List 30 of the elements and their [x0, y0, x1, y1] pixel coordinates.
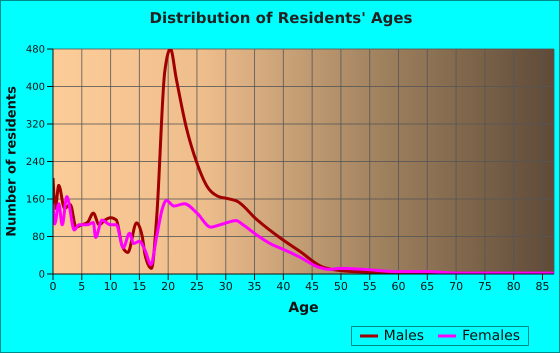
x-tick-label: 65 [420, 280, 434, 293]
y-tick-label: 160 [26, 194, 45, 206]
x-tick-label: 0 [50, 280, 56, 293]
y-tick-label: 80 [32, 232, 45, 244]
x-tick-label: 25 [190, 280, 204, 293]
x-tick-label: 5 [78, 280, 86, 293]
x-tick-label: 85 [535, 280, 550, 293]
x-tick-label: 50 [334, 280, 348, 293]
y-tick-label: 400 [26, 82, 45, 94]
x-tick-label: 20 [161, 280, 176, 293]
x-tick-label: 40 [276, 280, 290, 293]
x-axis-title: Age [288, 300, 319, 316]
x-tick-label: 45 [305, 280, 320, 293]
y-tick-label: 320 [26, 120, 45, 131]
x-tick-label: 55 [362, 280, 377, 293]
x-tick-label: 30 [218, 280, 233, 293]
y-tick-label: 0 [38, 270, 45, 281]
y-tick-label: 480 [26, 44, 45, 56]
x-tick-label: 80 [506, 280, 521, 293]
y-tick-label: 240 [26, 157, 45, 168]
legend-label: Males [384, 328, 424, 344]
x-tick-label: 70 [449, 280, 464, 293]
x-tick-label: 15 [132, 280, 146, 293]
y-axis-title: Number of residents [4, 86, 20, 237]
x-tick-label: 35 [248, 280, 262, 293]
x-tick-label: 10 [104, 280, 118, 293]
x-tick-label: 75 [478, 280, 492, 293]
x-tick-label: 60 [392, 280, 406, 293]
chart-title: Distribution of Residents' Ages [148, 9, 414, 27]
legend-label: Females [462, 328, 520, 344]
